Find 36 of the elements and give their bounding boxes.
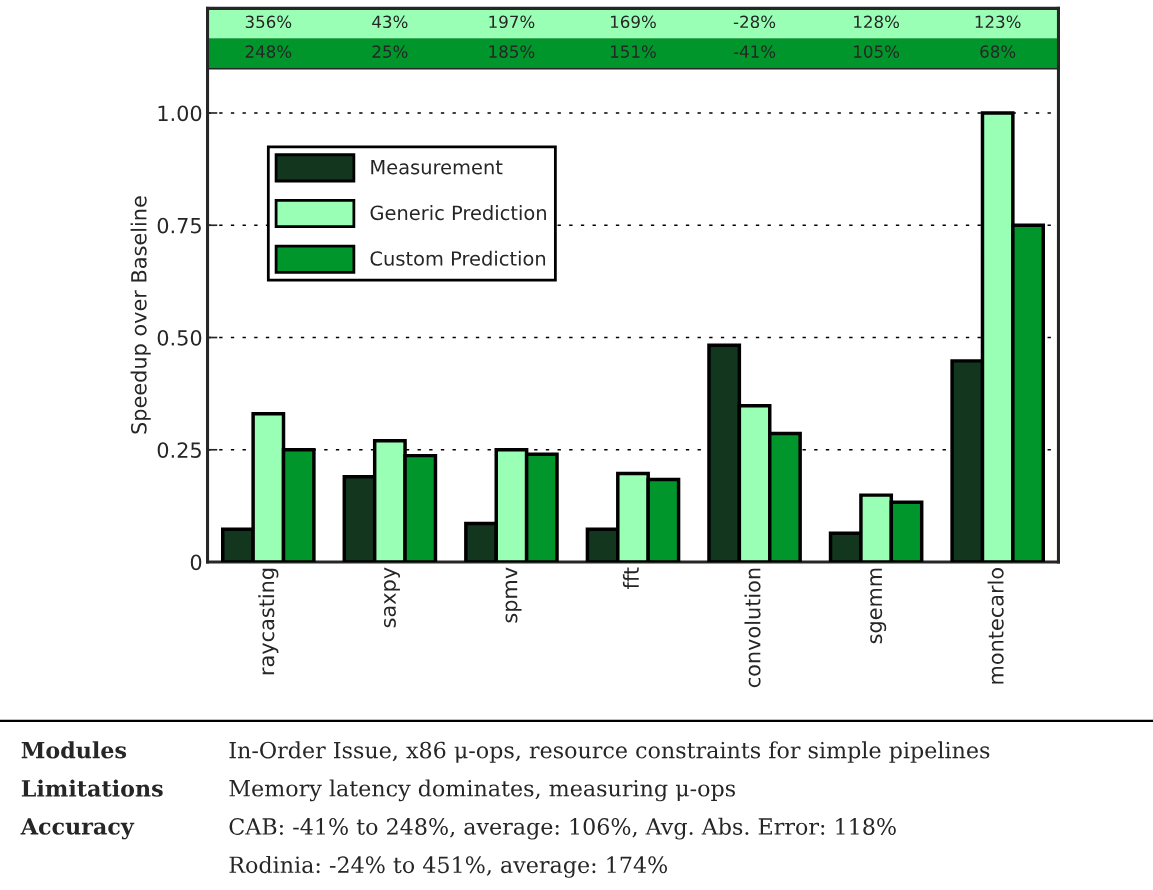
y-tick-label: 0.75 [157,217,201,234]
y-tick-label: 1.00 [158,105,202,122]
y-axis-title: Speedup over Baseline [130,196,151,434]
text: 25% [372,45,408,58]
text: 123% [975,15,1021,29]
text: CAB: -41% to 248%, average: 106%, Avg. Abs. Error: 118% Rodinia: -24% to 451%, average: 174% [229,817,896,878]
text: Memory latency dominates, measuring μ-ops [229,779,735,802]
x-tick-label: sgemm [870,568,887,644]
text: 43% [372,15,408,29]
text: 68% [980,45,1016,58]
y-tick-label: 0 [190,554,202,571]
legend-label: Custom Prediction [370,250,546,266]
text: Limitations [21,779,163,797]
y-tick-label: 0.50 [157,329,202,346]
text: Modules [21,741,127,759]
text: 105% [854,45,900,58]
text: 151% [611,45,656,58]
text: -28% [733,15,776,29]
y-tick-label: 0.25 [157,442,201,458]
legend-label: Generic Prediction [370,205,546,221]
x-tick-label: saxpy [383,567,400,628]
x-tick-label: convolution [744,568,761,688]
text: 356% [245,15,292,29]
x-tick-label: spmv [505,567,522,623]
x-tick-label: fft [622,567,639,589]
text: 248% [245,45,292,58]
text: 185% [489,45,535,58]
text: 197% [489,15,535,29]
text: 169% [611,15,656,29]
text: 128% [854,15,900,29]
x-tick-label: montecarlo [987,568,1004,684]
text: Accuracy [20,818,135,840]
text: -41% [733,45,776,58]
x-tick-label: raycasting [258,568,279,675]
text: In-Order Issue, x86 μ-ops, resource constraints for simple pipelines [229,741,990,763]
legend-label: Measurement [371,160,503,175]
